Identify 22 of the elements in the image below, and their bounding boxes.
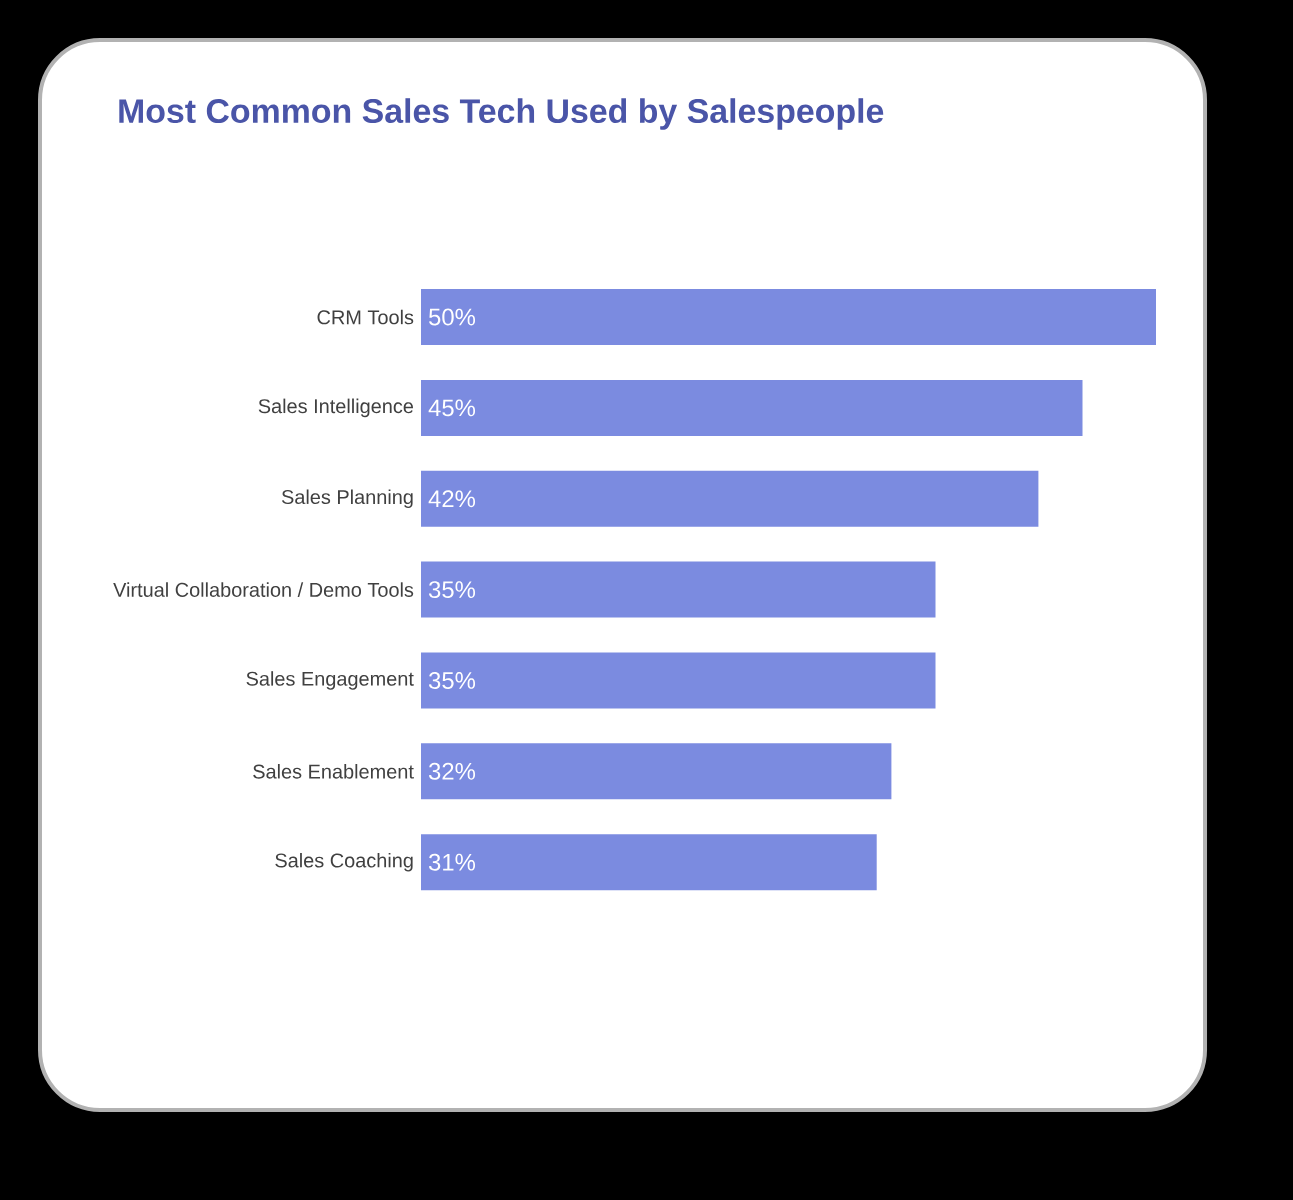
y-tick-label: Sales Coaching <box>275 852 413 872</box>
data-label: 35% <box>428 581 476 599</box>
y-tick-label: Virtual Collaboration / Demo Tools <box>113 582 414 597</box>
data-label: 42% <box>428 490 476 508</box>
data-label: 35% <box>428 672 476 689</box>
bar <box>421 743 892 800</box>
y-tick-label: Sales Intelligence <box>258 398 414 418</box>
bar <box>421 652 936 709</box>
y-tick-label: Sales Engagement <box>246 671 414 690</box>
data-label: 32% <box>428 762 476 780</box>
data-label: 31% <box>428 853 476 871</box>
bar <box>421 379 1083 436</box>
chart-title: Most Common Sales Tech Used by Salespeople <box>119 98 884 130</box>
y-tick-label: Sales Enablement <box>253 764 414 779</box>
y-tick-label: Sales Planning <box>281 489 413 509</box>
y-tick-label: CRM Tools <box>317 309 414 325</box>
bar <box>421 470 1039 527</box>
bar <box>421 834 877 891</box>
bar <box>421 289 1156 346</box>
data-label: 45% <box>428 399 476 417</box>
data-label: 50% <box>429 308 476 326</box>
bar <box>421 561 936 618</box>
